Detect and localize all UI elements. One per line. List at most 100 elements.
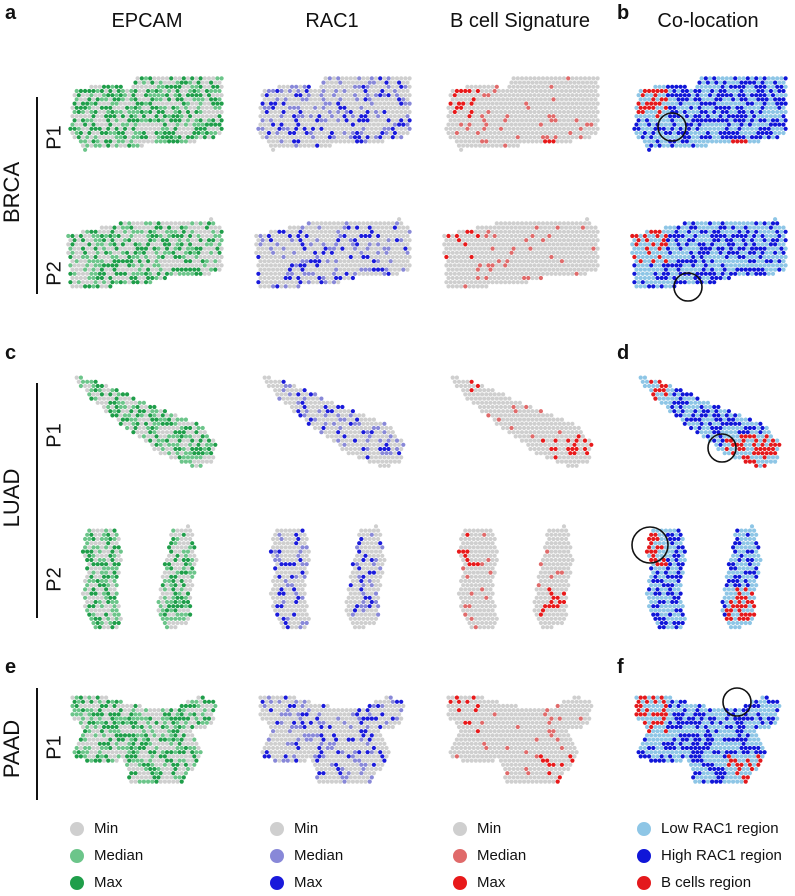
spot-min — [331, 84, 337, 89]
spot-min — [540, 101, 546, 106]
spot-high-rac1 — [632, 263, 637, 268]
spot-low-rac1 — [657, 93, 662, 98]
spot-min — [382, 101, 387, 106]
spot-low-rac1 — [653, 263, 658, 268]
spot-min — [513, 80, 518, 85]
spot-min — [277, 93, 282, 98]
spot-min — [463, 383, 468, 389]
spot-median — [217, 233, 222, 239]
spot-median — [327, 109, 332, 115]
spot-min — [287, 139, 292, 144]
spot-median — [289, 238, 295, 243]
spot-min — [202, 271, 207, 276]
spot-min — [164, 221, 170, 226]
spot-min — [388, 425, 393, 431]
spot-min — [340, 271, 345, 276]
spot-median — [566, 76, 571, 81]
spot-min — [122, 118, 128, 123]
spot-max — [302, 246, 307, 251]
spot-low-rac1 — [649, 280, 654, 285]
spot-median — [300, 225, 305, 230]
spot-min — [158, 434, 163, 439]
spot-min — [399, 246, 404, 251]
spot-low-rac1 — [760, 242, 765, 247]
spot-max — [70, 233, 75, 239]
spot-low-rac1 — [710, 139, 715, 144]
spot-high-rac1 — [714, 105, 719, 110]
spot-min — [217, 130, 222, 136]
spot-max — [118, 93, 123, 98]
spot-low-rac1 — [716, 254, 721, 260]
spot-min — [572, 259, 577, 264]
spot-median — [323, 118, 328, 123]
spot-median — [336, 118, 341, 123]
spot-min — [585, 217, 590, 222]
spot-median — [496, 417, 501, 422]
spot-median — [173, 229, 178, 234]
spot-max — [188, 233, 193, 239]
spot-high-rac1 — [760, 233, 765, 239]
spot-low-rac1 — [714, 88, 719, 94]
spot-high-rac1 — [712, 109, 717, 115]
spot-max — [209, 80, 214, 85]
spot-median — [114, 93, 119, 98]
spot-high-rac1 — [684, 114, 690, 119]
spot-min — [160, 271, 165, 276]
spot-min — [461, 271, 466, 276]
spot-max — [162, 242, 167, 247]
spot-min — [494, 221, 499, 226]
spot-high-rac1 — [672, 88, 677, 94]
spot-min — [298, 118, 303, 123]
spot-min — [484, 242, 489, 247]
spot-median — [357, 421, 362, 426]
spot-min — [313, 97, 318, 102]
spot-min — [137, 80, 142, 85]
spot-min — [492, 114, 497, 119]
spot-max — [114, 271, 119, 276]
spot-min — [580, 250, 586, 255]
spot-min — [213, 114, 218, 119]
spot-min — [540, 118, 546, 123]
spot-min — [442, 242, 447, 247]
spot-median — [131, 263, 136, 268]
spot-max — [173, 254, 178, 260]
spot-min — [95, 400, 100, 405]
spot-min — [334, 105, 339, 110]
spot-low-rac1 — [718, 122, 723, 127]
spot-max — [376, 267, 381, 272]
spot-min — [587, 254, 592, 260]
spot-high-rac1 — [642, 130, 648, 136]
spot-min — [496, 233, 501, 239]
spot-median — [348, 238, 353, 243]
spot-min — [89, 246, 94, 251]
spot-max — [154, 114, 159, 119]
spot-min — [177, 101, 182, 106]
spot-min — [465, 118, 470, 123]
spot-min — [463, 114, 468, 119]
spot-min — [551, 88, 556, 94]
spot-low-rac1 — [781, 242, 786, 247]
spot-min — [336, 254, 341, 260]
spot-max — [465, 229, 470, 234]
spot-high-rac1 — [739, 114, 744, 119]
spot-low-rac1 — [693, 250, 698, 255]
spot-min — [327, 126, 332, 131]
spot-min — [589, 130, 594, 136]
spot-median — [125, 122, 130, 127]
spot-high-rac1 — [764, 130, 769, 136]
spot-high-rac1 — [663, 130, 669, 136]
spot-max — [97, 126, 102, 131]
spot-low-rac1 — [642, 275, 648, 281]
spot-min — [505, 400, 510, 405]
tissue-map-brca2-col2 — [442, 217, 600, 289]
spot-min — [294, 109, 299, 115]
spot-min — [279, 130, 284, 136]
spot-min — [559, 80, 565, 85]
spot-min — [528, 404, 533, 410]
spot-min — [315, 126, 320, 131]
spot-median — [190, 455, 195, 460]
spot-min — [564, 442, 569, 447]
spot-median — [338, 97, 343, 102]
spot-min — [492, 139, 497, 144]
spot-min — [498, 280, 504, 285]
